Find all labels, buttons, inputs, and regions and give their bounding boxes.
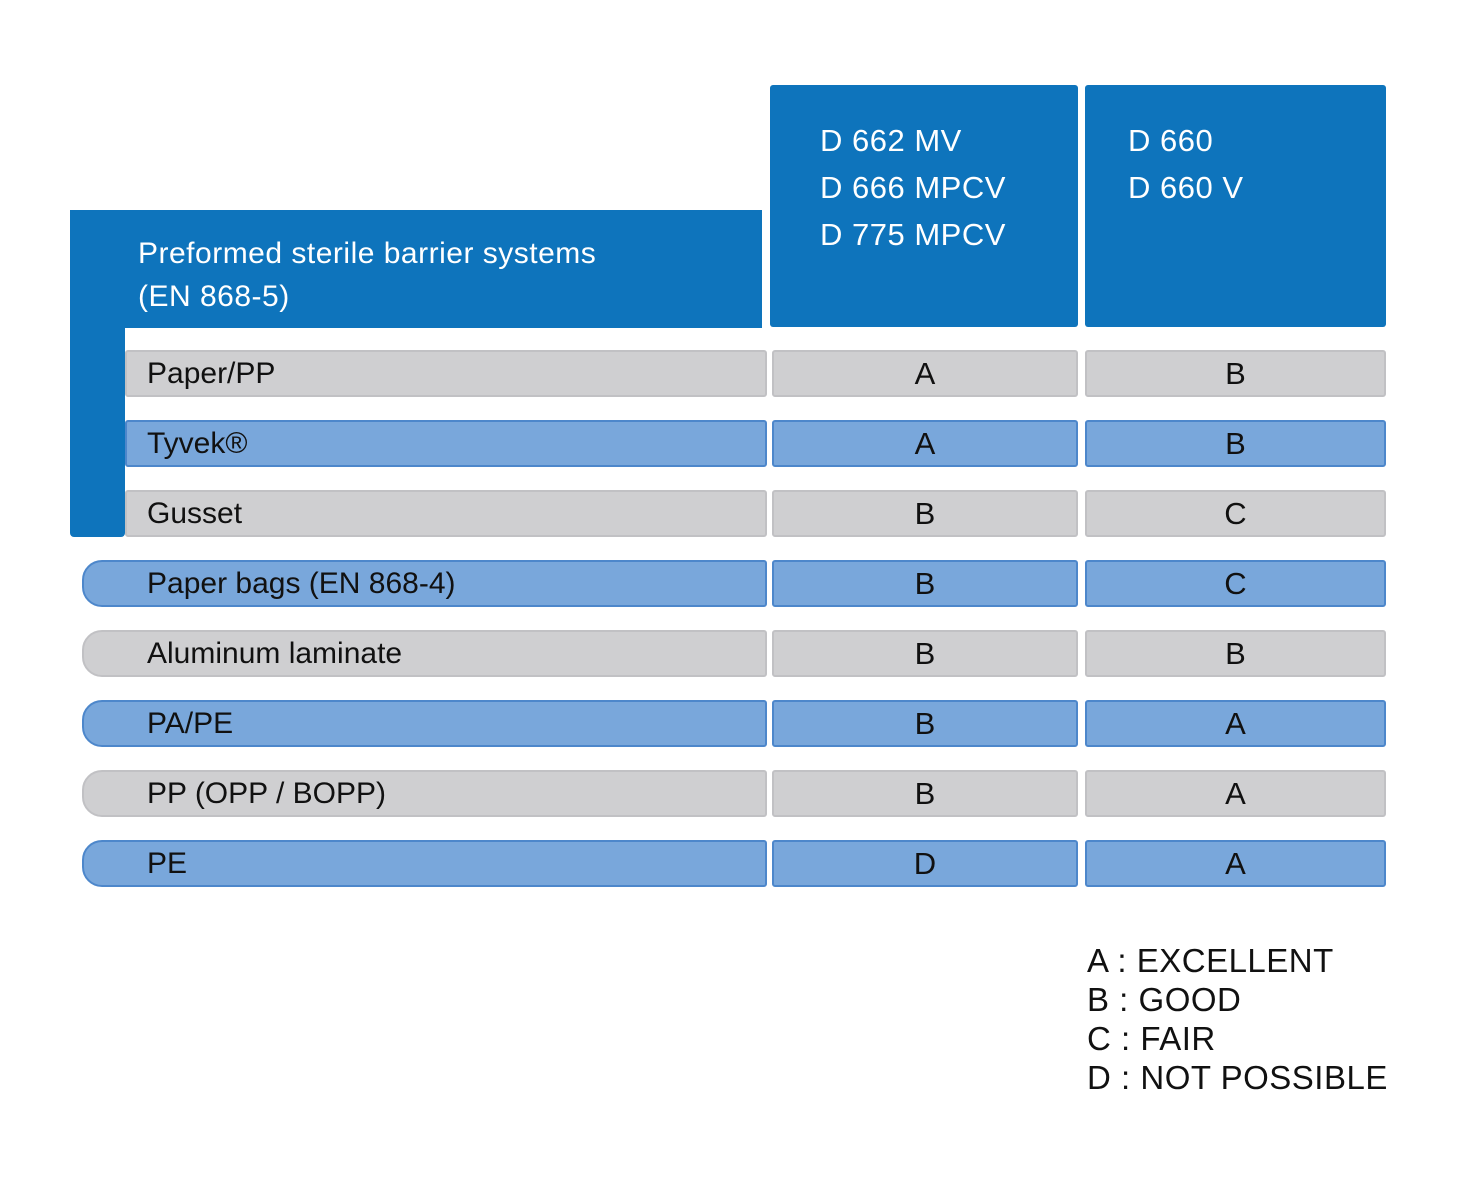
rating-value: C [1224,565,1247,601]
rating-value: B [914,495,936,531]
rating-cell: B [772,630,1078,677]
machine-group-1-models: D 662 MV D 666 MPCV D 775 MPCV [770,85,1078,258]
material-name: Tyvek® [147,426,248,460]
rating-cell: B [772,700,1078,747]
row-label: Tyvek® [125,420,767,467]
rating-cell: C [1085,560,1386,607]
machine-model: D 662 MV [820,123,962,158]
material-name: Paper/PP [147,356,276,390]
legend-label: FAIR [1140,1020,1216,1057]
legend-separator: : [1107,942,1137,979]
rating-cell: A [1085,770,1386,817]
rating-cell: A [1085,840,1386,887]
rating-value: A [1225,845,1246,881]
machine-model: D 660 [1128,123,1214,158]
rating-value: B [1225,635,1246,671]
row-label: Paper/PP [125,350,767,397]
legend-item: A : EXCELLENT [1087,941,1388,980]
rating-value: B [914,565,936,601]
group-header: Preformed sterile barrier systems (EN 86… [70,210,762,328]
material-name: Aluminum laminate [147,636,403,670]
rating-value: B [1225,425,1246,461]
rating-cell: B [772,770,1078,817]
row-label: Aluminum laminate [82,630,767,677]
row-label: Paper bags (EN 868-4) [82,560,767,607]
legend-key: B [1087,981,1110,1018]
machine-group-header-1: D 662 MV D 666 MPCV D 775 MPCV [770,85,1078,327]
group-header-line1: Preformed sterile barrier systems [138,237,597,270]
rating-cell: B [1085,420,1386,467]
row-label: PA/PE [82,700,767,747]
group-header-line2: (EN 868-5) [138,280,290,313]
legend-item: B : GOOD [1087,980,1388,1019]
machine-group-header-2: D 660 D 660 V [1085,85,1386,327]
rating-cell: C [1085,490,1386,537]
rating-value: A [914,355,936,391]
rating-value: B [914,705,936,741]
rating-value: B [1225,355,1246,391]
rating-cell: B [1085,630,1386,677]
rating-value: D [913,845,937,881]
machine-model: D 666 MPCV [820,170,1006,205]
row-label: Gusset [125,490,767,537]
material-name: PE [147,846,188,880]
legend-item: D : NOT POSSIBLE [1087,1058,1388,1097]
rating-legend: A : EXCELLENT B : GOOD C : FAIR D : NOT … [1087,941,1388,1097]
material-name: PP (OPP / BOPP) [147,776,386,810]
material-name: Paper bags (EN 868-4) [147,566,456,600]
machine-group-2-models: D 660 D 660 V [1085,85,1386,211]
rating-value: A [914,425,936,461]
legend-item: C : FAIR [1087,1019,1388,1058]
rating-cell: D [772,840,1078,887]
rating-value: C [1224,495,1247,531]
material-name: PA/PE [147,706,234,740]
machine-model: D 660 V [1128,170,1244,205]
legend-separator: : [1111,1059,1141,1096]
group-header-text: Preformed sterile barrier systems (EN 86… [70,210,762,318]
legend-label: EXCELLENT [1136,942,1334,979]
legend-separator: : [1111,1020,1141,1057]
rating-cell: B [772,560,1078,607]
legend-label: NOT POSSIBLE [1140,1059,1388,1096]
rating-value: A [1225,705,1246,741]
rating-value: A [1225,775,1246,811]
material-name: Gusset [147,496,243,530]
rating-value: B [914,775,936,811]
legend-label: GOOD [1138,981,1242,1018]
rating-value: B [914,635,936,671]
rating-cell: B [772,490,1078,537]
legend-key: D [1087,1059,1112,1096]
rating-cell: A [772,350,1078,397]
legend-key: C [1087,1020,1112,1057]
legend-key: A [1087,942,1108,979]
rating-cell: A [772,420,1078,467]
rating-cell: B [1085,350,1386,397]
machine-model: D 775 MPCV [820,217,1006,252]
rating-cell: A [1085,700,1386,747]
row-label: PE [82,840,767,887]
row-label: PP (OPP / BOPP) [82,770,767,817]
legend-separator: : [1109,981,1139,1018]
